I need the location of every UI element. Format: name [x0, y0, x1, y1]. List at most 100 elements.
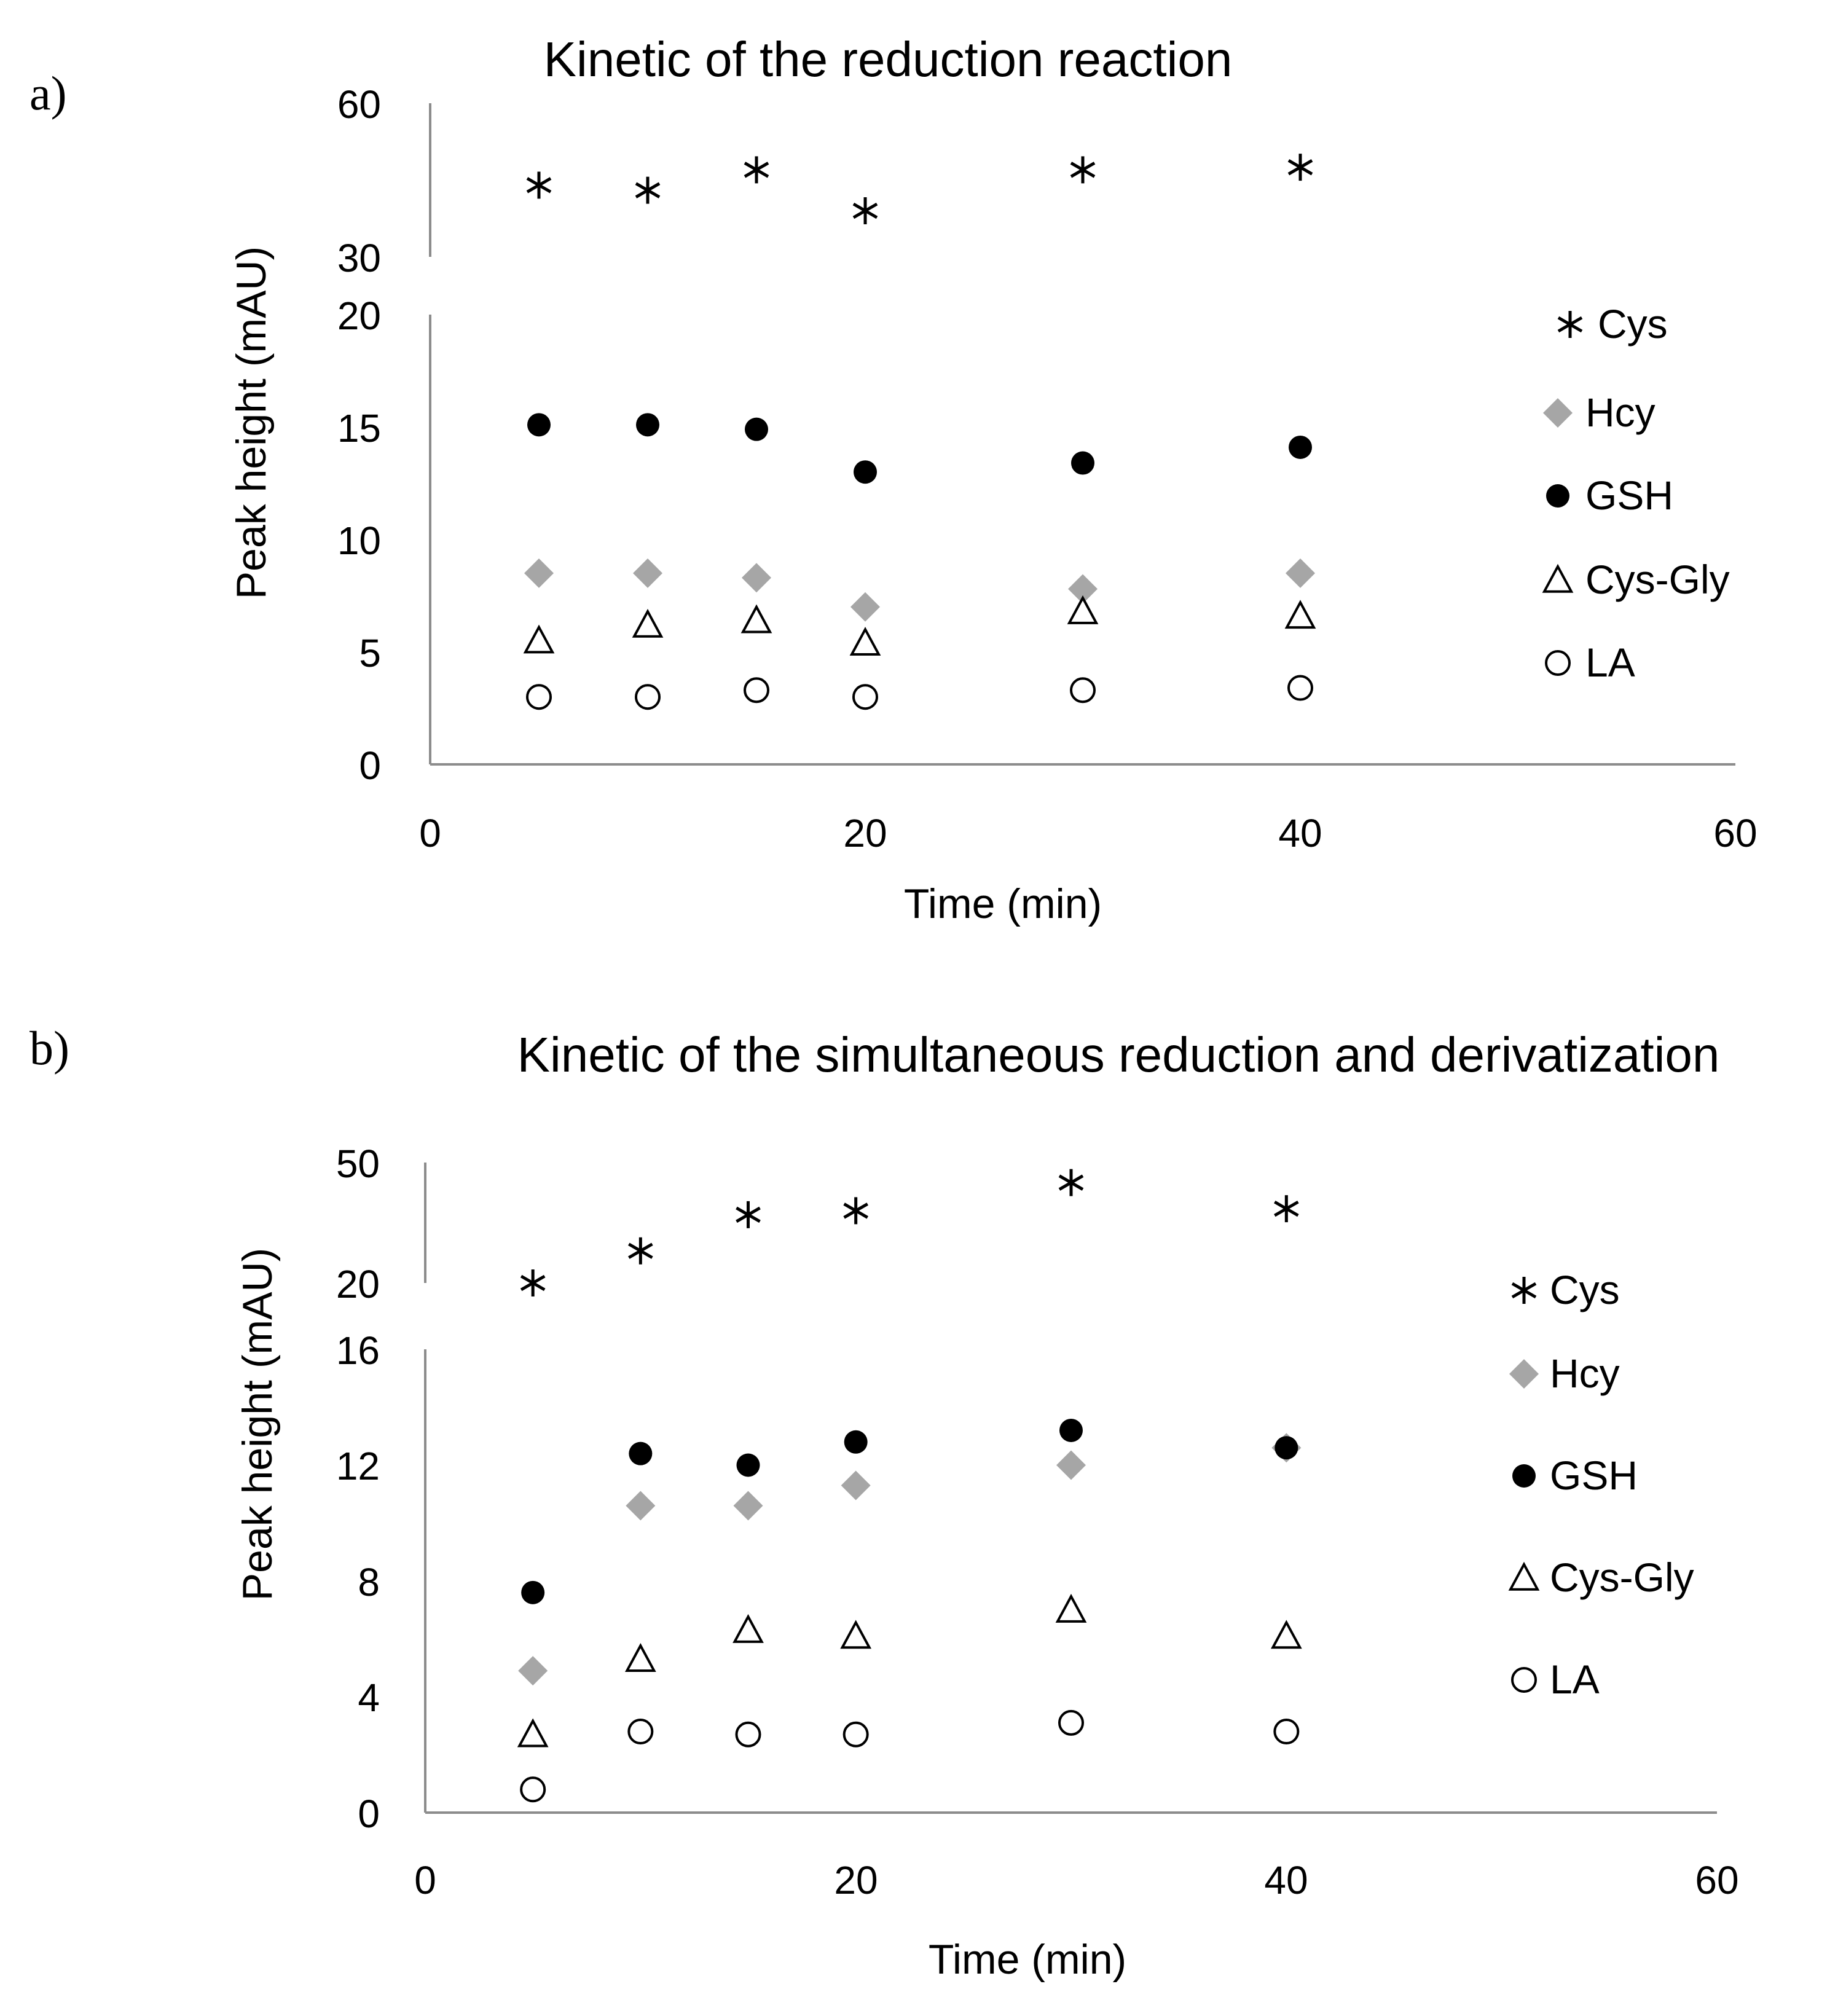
panel-a-x-tick-label: 60 — [1713, 811, 1757, 855]
panel-a-point-la — [635, 684, 661, 710]
panel-a-point-cys — [635, 176, 661, 204]
panel-b-point-hcy — [626, 1491, 656, 1521]
panel-a-point-gsh — [1289, 435, 1312, 459]
panel-a-legend-markers — [1542, 311, 1583, 676]
panel-a-legend-label: LA — [1585, 640, 1635, 685]
panel-b-point-cys-gly — [624, 1643, 656, 1672]
panel-b-legend-label: Cys — [1550, 1267, 1620, 1312]
panel-a-legend: Cys Hcy GSH Cys-Gly LA — [1542, 301, 1730, 685]
panel-b-point-cys — [736, 1201, 761, 1228]
panel-b-legend: Cys Hcy GSH Cys-Gly LA — [1508, 1267, 1694, 1702]
panel-a-data-points — [523, 154, 1316, 710]
panel-b-legend-marker-hcy — [1509, 1359, 1539, 1389]
panel-b-point-cys-gly — [733, 1614, 764, 1643]
panel-a-point-cys — [1070, 156, 1096, 184]
panel-b-point-hcy — [733, 1491, 763, 1521]
panel-b-y-tick-label: 16 — [336, 1328, 380, 1373]
panel-b-legend-marker-cys — [1511, 1277, 1537, 1304]
panel-a-y-tick-label: 5 — [359, 631, 381, 675]
panel-a-legend-marker-gsh — [1546, 484, 1569, 508]
panel-a-point-cys-gly — [632, 608, 664, 638]
panel-b-legend-label: LA — [1550, 1657, 1600, 1702]
panel-b-point-cys — [1274, 1195, 1299, 1223]
panel-b-x-tick-label: 60 — [1695, 1858, 1738, 1902]
panel-b-data-points — [517, 1169, 1302, 1803]
panel-b-letter: b) — [29, 1021, 69, 1075]
panel-a-legend-marker-cys-gly — [1542, 563, 1574, 593]
panel-a-point-hcy — [1286, 558, 1315, 588]
panel-a-legend-label: Hcy — [1585, 390, 1656, 435]
panel-a-point-cys-gly — [740, 604, 772, 633]
panel-a-title: Kinetic of the reduction reaction — [544, 32, 1233, 87]
panel-a-point-la — [1070, 677, 1096, 704]
panel-a-legend-marker-cys — [1557, 311, 1583, 338]
panel-b-y-tick-label: 50 — [336, 1142, 380, 1186]
panel-a-y-tick-label: 30 — [337, 236, 381, 280]
panel-b-y-tick-label: 4 — [358, 1676, 380, 1720]
panel-a-chart: a) Kinetic of the reduction reaction 60 … — [29, 32, 1758, 927]
panel-b-point-cys — [520, 1269, 546, 1296]
panel-b-point-la — [735, 1721, 761, 1747]
panel-a-y-tick-label: 20 — [337, 294, 381, 338]
panel-b-point-gsh — [1275, 1436, 1298, 1460]
panel-a-point-gsh — [854, 460, 877, 484]
panel-b-point-cys-gly — [517, 1718, 549, 1747]
panel-b-title: Kinetic of the simultaneous reduction an… — [517, 1027, 1720, 1082]
panel-a-point-cys-gly — [1067, 595, 1099, 624]
panel-a-point-gsh — [527, 413, 551, 437]
panel-b-point-la — [842, 1721, 869, 1747]
panel-a-point-gsh — [745, 417, 768, 441]
panel-b-y-tick-label: 12 — [336, 1444, 380, 1488]
panel-a-point-cys — [852, 197, 878, 224]
panel-b-legend-marker-cys-gly — [1508, 1561, 1540, 1591]
panel-b-point-cys — [1058, 1169, 1084, 1196]
panel-b-legend-label: GSH — [1550, 1453, 1638, 1498]
panel-a-point-gsh — [636, 413, 659, 437]
panel-b-x-tick-label: 40 — [1264, 1858, 1308, 1902]
panel-a-point-la — [526, 684, 552, 710]
panel-a-y-tick-label: 60 — [337, 82, 381, 127]
panel-a-letter: a) — [29, 66, 67, 120]
panel-a-x-tick-label: 40 — [1278, 811, 1322, 855]
panel-b-point-hcy — [1056, 1450, 1086, 1480]
panel-b-point-gsh — [844, 1430, 868, 1454]
panel-b-x-axis-title: Time (min) — [929, 1936, 1126, 1983]
panel-a-point-gsh — [1071, 451, 1094, 475]
panel-a-point-la — [1287, 675, 1313, 701]
panel-b-x-tick-label: 0 — [414, 1858, 436, 1902]
panel-b-point-hcy — [518, 1656, 548, 1686]
panel-b-point-gsh — [1059, 1418, 1083, 1442]
panel-a-point-hcy — [1068, 574, 1098, 604]
panel-b-point-cys-gly — [840, 1620, 872, 1649]
panel-b-legend-markers — [1508, 1277, 1540, 1693]
panel-b-point-cys-gly — [1270, 1620, 1302, 1649]
panel-b-legend-label: Hcy — [1550, 1351, 1620, 1396]
panel-b-point-la — [520, 1776, 546, 1803]
panel-a-point-cys — [526, 171, 552, 199]
panel-b-point-cys-gly — [1055, 1593, 1087, 1623]
panel-b-legend-label: Cys-Gly — [1550, 1555, 1694, 1600]
panel-a-point-cys-gly — [849, 627, 881, 656]
panel-a-point-hcy — [742, 563, 771, 593]
panel-a-point-cys-gly — [1284, 600, 1316, 629]
panel-a-point-hcy — [524, 558, 554, 588]
panel-b-point-gsh — [521, 1580, 545, 1604]
panel-b-point-cys — [843, 1197, 868, 1225]
panel-b-point-cys — [628, 1237, 653, 1265]
panel-a-y-axis-title: Peak height (mAU) — [228, 246, 275, 599]
panel-a-legend-label: Cys — [1598, 301, 1668, 347]
panel-a-legend-label: GSH — [1585, 473, 1673, 518]
panel-b-y-axis-title: Peak height (mAU) — [234, 1248, 281, 1601]
panel-a-x-axis-title: Time (min) — [904, 881, 1102, 927]
panel-b-y-tick-label: 0 — [358, 1792, 380, 1836]
panel-a-legend-marker-hcy — [1543, 398, 1573, 428]
panel-b-point-la — [1058, 1709, 1084, 1736]
panel-a-point-cys — [744, 156, 769, 184]
panel-b-y-tick-label: 8 — [358, 1560, 380, 1604]
panel-a-y-tick-label: 15 — [337, 406, 381, 450]
panel-b-legend-marker-gsh — [1512, 1464, 1536, 1488]
panel-b-x-tick-label: 20 — [834, 1858, 878, 1902]
panel-a-y-tick-label: 0 — [359, 743, 381, 788]
panel-a-y-tick-label: 10 — [337, 519, 381, 563]
